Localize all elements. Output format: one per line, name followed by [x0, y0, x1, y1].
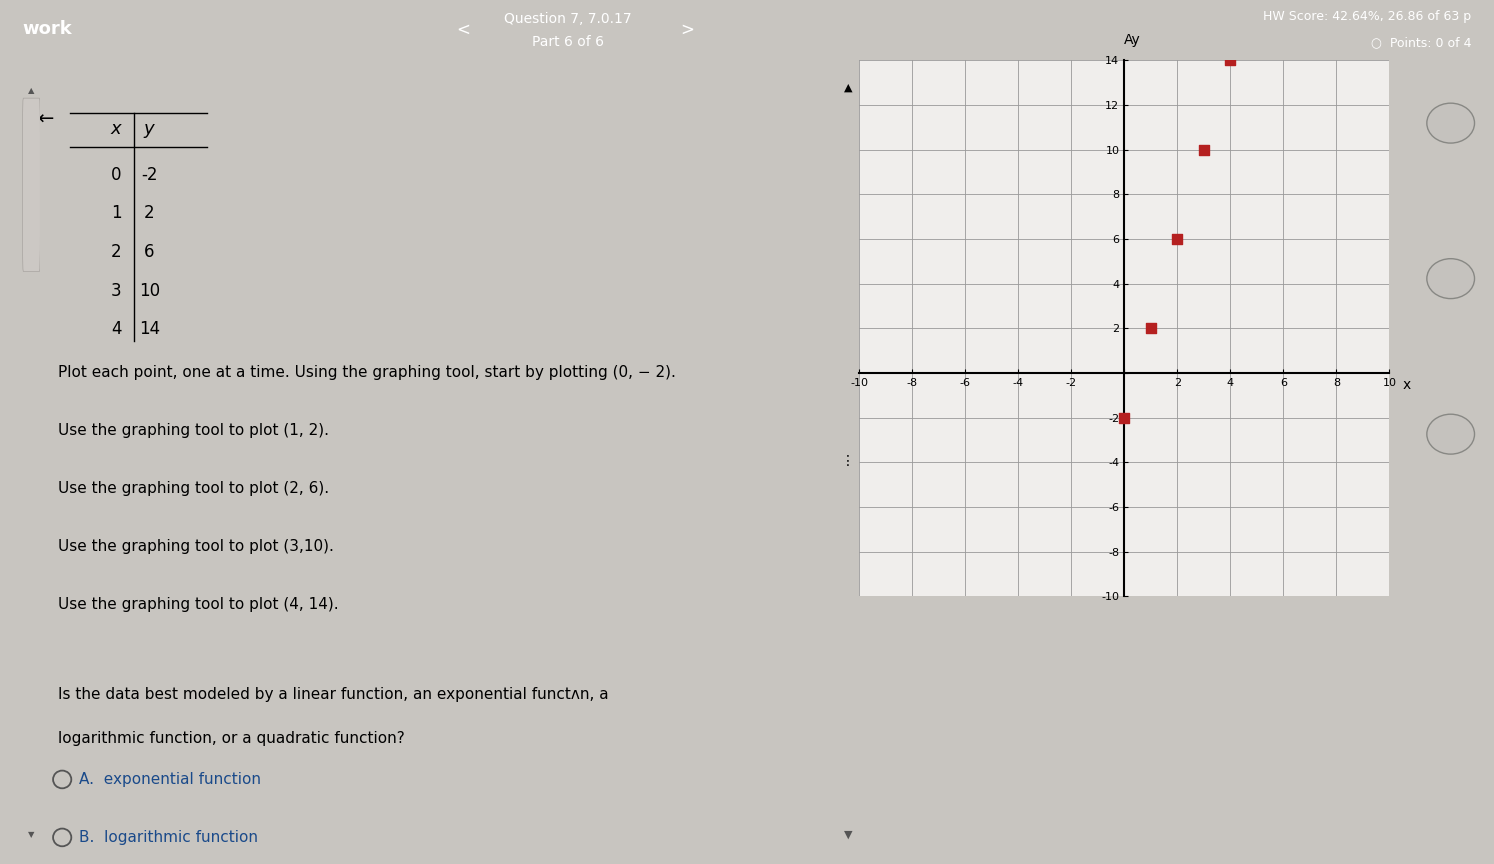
Text: ▲: ▲ — [844, 83, 852, 93]
Text: ←: ← — [37, 110, 54, 129]
Text: 1: 1 — [111, 204, 121, 222]
FancyBboxPatch shape — [22, 98, 40, 271]
Text: 14: 14 — [139, 321, 160, 338]
Text: 3: 3 — [111, 282, 121, 300]
Text: ▲: ▲ — [28, 86, 34, 95]
Text: 6: 6 — [143, 243, 154, 261]
Text: A.  exponential function: A. exponential function — [79, 772, 261, 787]
Text: ⋮: ⋮ — [841, 454, 855, 468]
Text: x: x — [111, 120, 121, 138]
Point — [1165, 232, 1189, 246]
Circle shape — [1427, 414, 1475, 454]
Point — [1138, 321, 1162, 335]
Text: >: > — [680, 21, 695, 38]
Text: ▼: ▼ — [844, 829, 852, 840]
Circle shape — [1427, 103, 1475, 143]
Point — [1192, 143, 1216, 156]
Text: Use the graphing tool to plot (3,10).: Use the graphing tool to plot (3,10). — [58, 538, 335, 554]
Text: B.  logarithmic function: B. logarithmic function — [79, 830, 258, 845]
Text: logarithmic function, or a quadratic function?: logarithmic function, or a quadratic fun… — [58, 731, 405, 746]
Text: ▼: ▼ — [28, 829, 34, 839]
Text: y: y — [143, 120, 154, 138]
Text: HW Score: 42.64%, 26.86 of 63 p: HW Score: 42.64%, 26.86 of 63 p — [1264, 10, 1472, 23]
Text: Part 6 of 6: Part 6 of 6 — [532, 35, 604, 49]
Text: 2: 2 — [111, 243, 121, 261]
Text: Use the graphing tool to plot (2, 6).: Use the graphing tool to plot (2, 6). — [58, 480, 329, 496]
Text: ○  Points: 0 of 4: ○ Points: 0 of 4 — [1371, 35, 1472, 48]
Text: x: x — [1403, 378, 1410, 391]
Text: 4: 4 — [111, 321, 121, 338]
Circle shape — [1427, 258, 1475, 299]
Text: work: work — [22, 21, 72, 38]
Text: Ay: Ay — [1123, 33, 1140, 47]
Point — [1218, 54, 1242, 67]
Text: 2: 2 — [143, 204, 154, 222]
Text: Is the data best modeled by a linear function, an exponential functʌn, a: Is the data best modeled by a linear fun… — [58, 687, 608, 702]
Text: 0: 0 — [111, 166, 121, 183]
Point — [1112, 410, 1135, 424]
Text: 10: 10 — [139, 282, 160, 300]
Text: -2: -2 — [140, 166, 157, 183]
Text: Use the graphing tool to plot (1, 2).: Use the graphing tool to plot (1, 2). — [58, 422, 329, 438]
Text: Use the graphing tool to plot (4, 14).: Use the graphing tool to plot (4, 14). — [58, 597, 339, 612]
Text: Plot each point, one at a time. Using the graphing tool, start by plotting (0, −: Plot each point, one at a time. Using th… — [58, 365, 675, 380]
Text: Question 7, 7.0.17: Question 7, 7.0.17 — [503, 12, 632, 26]
Text: <: < — [456, 21, 471, 38]
